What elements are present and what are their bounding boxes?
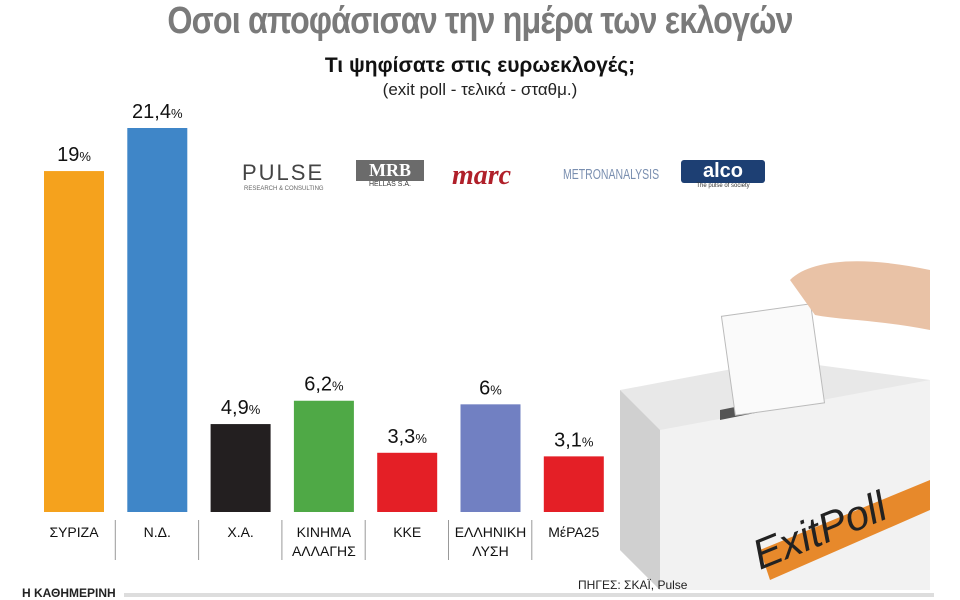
- logo-metronanalysis: METRONANALYSIS: [563, 166, 660, 183]
- category-label: ΛΥΣΗ: [472, 543, 508, 559]
- logo-pulse: PULSE RESEARCH & CONSULTING: [242, 160, 325, 192]
- data-label: 21,4%: [132, 101, 183, 123]
- data-label: 19%: [57, 144, 91, 166]
- main-title: Οσοι αποφάσισαν την ημέρα των εκλογών: [167, 0, 793, 42]
- source-note: ΠΗΓΕΣ: ΣΚΑΪ, Pulse: [578, 578, 688, 592]
- bar: [210, 424, 271, 512]
- category-label: Ν.Δ.: [144, 524, 171, 540]
- category-label: ΚΚΕ: [393, 524, 421, 540]
- ballot-box-side: [620, 390, 660, 590]
- publisher-credit: Η ΚΑΘΗΜΕΡΙΝΗ: [22, 586, 116, 600]
- bar: [377, 452, 438, 512]
- category-label: ΕΛΛΗΝΙΚΗ: [455, 524, 527, 540]
- bar: [460, 404, 521, 512]
- logo-marc: marc: [452, 160, 512, 191]
- data-label: 4,9%: [221, 397, 261, 419]
- logo-alco: alco The pulse of society: [681, 160, 765, 189]
- data-label: 3,3%: [388, 426, 428, 448]
- bar: [44, 171, 104, 512]
- category-label: Χ.Α.: [227, 524, 253, 540]
- footer-rule: [124, 593, 934, 597]
- bar: [293, 400, 354, 512]
- ballot-box-image: ExitPoll: [620, 261, 930, 590]
- category-label: ΣΥΡΙΖΑ: [49, 524, 99, 540]
- data-label: 6,2%: [304, 374, 344, 396]
- category-label: ΚΙΝΗΜΑ: [297, 524, 352, 540]
- data-label: 3,1%: [554, 429, 594, 451]
- orange-stripe: [760, 480, 930, 580]
- category-label: ΑΛΛΑΓΗΣ: [292, 543, 356, 559]
- bar: [543, 456, 604, 512]
- category-label: ΜέΡΑ25: [548, 524, 599, 540]
- data-label: 6%: [479, 377, 502, 399]
- ballot-paper: [720, 303, 826, 416]
- bar: [127, 128, 188, 512]
- chart-subtitle: Τι ψηφίσατε στις ευρωεκλογές;: [324, 54, 636, 77]
- logo-mrb: MRB HELLAS S.A.: [356, 160, 424, 188]
- bar-chart: 19% ΣΥΡΙΖΑ 21,4% Ν.Δ. 4,9% Χ.Α. 6,2% ΚΙΝΗΜΑ ΑΛΛΑ…: [44, 101, 604, 560]
- hand: [790, 261, 930, 330]
- chart-note: (exit poll - τελικά - σταθμ.): [382, 80, 578, 99]
